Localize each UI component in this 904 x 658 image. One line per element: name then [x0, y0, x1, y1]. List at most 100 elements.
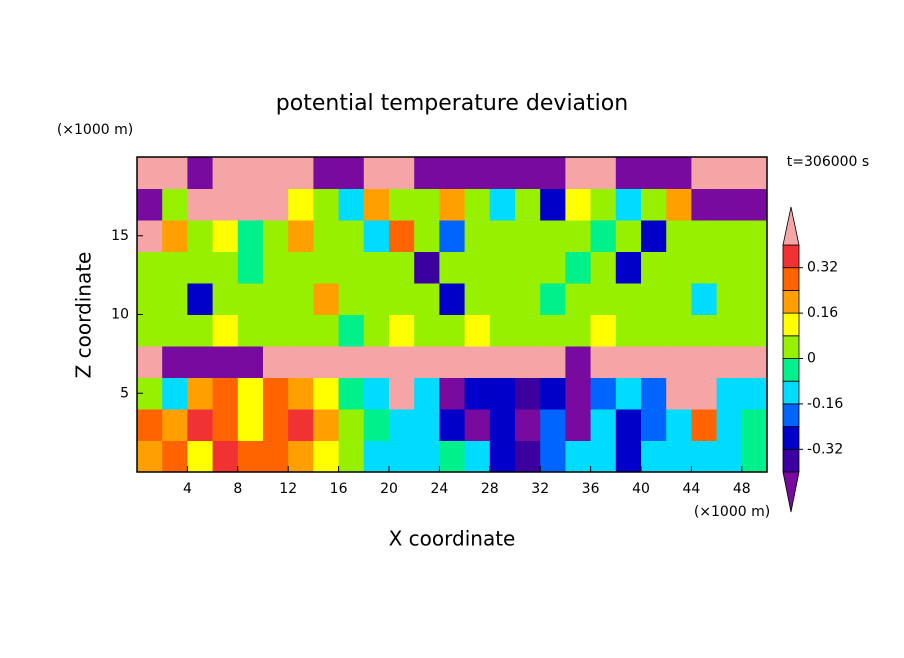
cell — [313, 157, 340, 189]
colorbar-segment — [782, 335, 800, 359]
cell — [414, 188, 440, 221]
cell — [263, 440, 289, 473]
x-tick-label: 4 — [183, 481, 192, 497]
cell — [540, 346, 566, 378]
cell — [162, 377, 188, 410]
cell — [313, 251, 340, 284]
colorbar-tick-label: -0.32 — [807, 441, 843, 457]
cell — [263, 346, 289, 378]
x-tick-label: 40 — [632, 481, 650, 497]
cell — [137, 440, 163, 473]
cell — [489, 251, 516, 284]
cell — [489, 157, 516, 189]
y-tick-label: 5 — [120, 385, 129, 401]
cell — [414, 283, 440, 315]
cell — [464, 220, 491, 252]
cell — [565, 409, 592, 441]
cell — [162, 346, 188, 378]
cell — [716, 188, 743, 221]
cell — [162, 220, 188, 252]
cell — [741, 220, 768, 252]
cell — [540, 377, 566, 410]
cell — [489, 440, 516, 473]
cell — [313, 188, 340, 221]
cell — [691, 188, 718, 221]
colorbar-over — [782, 206, 800, 246]
cell — [313, 409, 340, 441]
cell — [313, 314, 340, 347]
cell — [716, 409, 743, 441]
cell — [439, 377, 466, 410]
cell — [212, 188, 239, 221]
cell — [263, 157, 289, 189]
cell — [515, 314, 541, 347]
cell — [389, 188, 415, 221]
cell — [263, 251, 289, 284]
cell — [515, 157, 541, 189]
cell — [666, 251, 692, 284]
cell — [288, 377, 314, 410]
cell — [439, 314, 466, 347]
cell — [187, 409, 214, 441]
cell — [137, 314, 163, 347]
colorbar-segment — [782, 289, 800, 314]
cell — [414, 157, 440, 189]
cell — [716, 440, 743, 473]
cell — [212, 377, 239, 410]
colorbar-segment — [782, 426, 800, 450]
cell — [464, 283, 491, 315]
cell — [741, 251, 768, 284]
x-tick-label: 16 — [330, 481, 348, 497]
cell — [515, 346, 541, 378]
cell — [212, 283, 239, 315]
cell — [489, 314, 516, 347]
cell — [363, 220, 390, 252]
cell — [439, 251, 466, 284]
cell — [741, 440, 768, 473]
cell — [338, 220, 365, 252]
colorbar-tick-label: 0 — [807, 351, 816, 367]
cell — [162, 409, 188, 441]
cell — [464, 157, 491, 189]
x-tick-label: 48 — [733, 481, 751, 497]
cell — [363, 377, 390, 410]
cell — [716, 377, 743, 410]
cell — [590, 409, 617, 441]
cell — [565, 314, 592, 347]
cell — [313, 377, 340, 410]
cell — [313, 283, 340, 315]
cell — [414, 377, 440, 410]
cell — [464, 440, 491, 473]
colorbar-segment — [782, 358, 800, 382]
field — [137, 157, 768, 473]
x-tick-label: 12 — [279, 481, 297, 497]
cell — [615, 346, 642, 378]
cell — [439, 220, 466, 252]
cell — [641, 188, 667, 221]
cell — [313, 440, 340, 473]
cell — [237, 188, 264, 221]
cell — [288, 283, 314, 315]
cell — [540, 409, 566, 441]
cell — [540, 314, 566, 347]
cell — [565, 157, 592, 189]
cell — [389, 314, 415, 347]
cell — [666, 157, 692, 189]
cell — [338, 314, 365, 347]
cell — [489, 283, 516, 315]
cell — [515, 188, 541, 221]
cell — [565, 251, 592, 284]
cell — [565, 283, 592, 315]
cell — [590, 251, 617, 284]
cell — [666, 346, 692, 378]
cell — [389, 220, 415, 252]
cell — [691, 440, 718, 473]
cell — [338, 346, 365, 378]
cell — [363, 157, 390, 189]
cell — [187, 220, 214, 252]
cell — [641, 440, 667, 473]
cell — [590, 188, 617, 221]
cell — [263, 314, 289, 347]
colorbar-segment — [782, 267, 800, 291]
cell — [464, 188, 491, 221]
